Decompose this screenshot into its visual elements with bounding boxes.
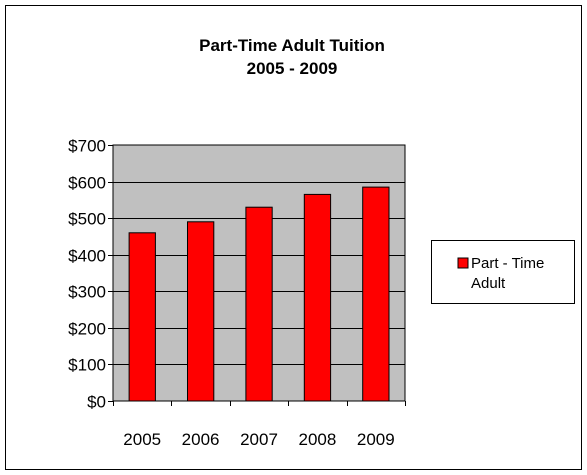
bars [128, 186, 390, 402]
y-tick-label: $0 [87, 393, 106, 412]
bar-2009 [362, 186, 390, 402]
x-tick-label: 2007 [240, 430, 278, 449]
y-tick-label: $700 [68, 137, 106, 156]
y-axis: $0 $100 $200 $300 $400 $500 $600 $700 [68, 137, 113, 412]
y-tick-label: $600 [68, 174, 106, 193]
legend-swatch [457, 257, 469, 269]
y-tick-label: $200 [68, 320, 106, 339]
x-tick-label: 2006 [182, 430, 220, 449]
x-tick-label: 2009 [357, 430, 395, 449]
y-tick-label: $100 [68, 356, 106, 375]
chart-title-line-1: Part-Time Adult Tuition [199, 36, 385, 55]
legend: Part - Time Adult [431, 240, 575, 304]
x-axis: 2005 2006 2007 2008 2009 [113, 401, 406, 449]
y-tick-label: $300 [68, 283, 106, 302]
legend-label-line-2: Adult [471, 275, 506, 292]
legend-label-line-1: Part - Time [471, 255, 544, 272]
x-tick-label: 2005 [123, 430, 161, 449]
legend-box [431, 240, 575, 304]
x-tick-label: 2008 [298, 430, 336, 449]
y-tick-label: $400 [68, 247, 106, 266]
bar-2006 [187, 221, 215, 402]
chart-title-line-2: 2005 - 2009 [247, 59, 338, 78]
bar-2005 [128, 232, 156, 402]
y-tick-label: $500 [68, 210, 106, 229]
bar-2007 [245, 206, 273, 402]
bar-2008 [303, 193, 332, 402]
